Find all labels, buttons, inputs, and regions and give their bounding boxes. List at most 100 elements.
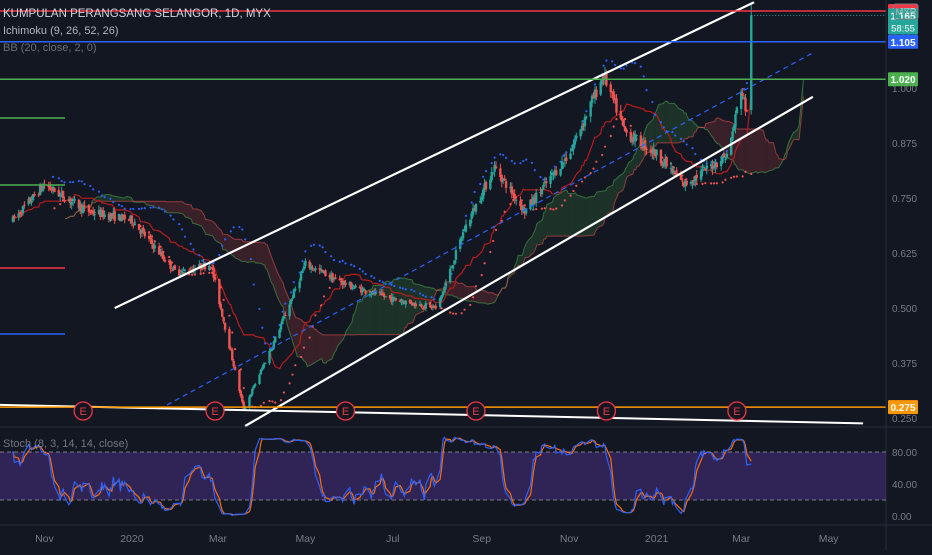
candle — [319, 264, 321, 274]
candle — [625, 128, 627, 136]
stoch-tick-label: 40.00 — [892, 480, 917, 491]
candle — [584, 114, 586, 131]
channel-lower-line — [245, 97, 813, 426]
time-tick-label: Sep — [472, 533, 491, 545]
channel-upper-line — [115, 2, 754, 308]
candle — [224, 323, 226, 333]
candle — [231, 348, 233, 362]
currency-label: MYR — [895, 7, 916, 18]
stoch-legend[interactable]: Stoch (8, 3, 14, 14, close) — [3, 437, 128, 451]
candle — [274, 336, 276, 343]
candle — [706, 160, 708, 174]
candle — [452, 265, 454, 271]
candle — [278, 328, 280, 338]
candle — [622, 119, 624, 127]
stoch-tick-label: 80.00 — [892, 448, 917, 459]
candle — [700, 166, 702, 182]
earnings-marker: E — [337, 402, 355, 420]
price-badge-label: 0.275 — [890, 403, 915, 414]
candle — [331, 273, 333, 281]
candle — [750, 2, 752, 114]
earnings-label: E — [79, 406, 86, 418]
candle — [612, 89, 614, 103]
candle — [70, 202, 72, 210]
symbol-title: KUMPULAN PERANGSANG SELANGOR, 1D, MYX — [3, 7, 271, 21]
candle — [532, 195, 534, 211]
candle — [62, 191, 64, 200]
candle — [363, 287, 365, 290]
price-tick-label: 0.625 — [892, 249, 917, 260]
candle — [218, 279, 220, 307]
earnings-label: E — [211, 406, 218, 418]
candle — [228, 327, 230, 350]
earnings-label: E — [603, 406, 610, 418]
candle — [565, 153, 567, 164]
candle — [615, 94, 617, 115]
candle — [88, 204, 90, 216]
earnings-label: E — [733, 406, 740, 418]
candle — [491, 167, 493, 182]
ichimoku-legend[interactable]: Ichimoku (9, 26, 52, 26) — [3, 24, 119, 38]
candle — [59, 193, 61, 202]
candle — [746, 110, 748, 112]
price-tick-label: 0.250 — [892, 414, 917, 425]
price-badge-label: 1.020 — [890, 75, 915, 86]
candle — [716, 162, 718, 169]
candle — [443, 287, 445, 293]
earnings-marker: E — [597, 402, 615, 420]
candle — [124, 212, 126, 224]
earnings-marker: E — [74, 402, 92, 420]
candle — [221, 308, 223, 317]
price-badge-label: 1.105 — [890, 38, 915, 49]
candle — [485, 180, 487, 192]
level-badge-0.275: 0.275 — [888, 400, 918, 414]
bollinger-legend[interactable]: BB (20, close, 2, 0) — [3, 41, 97, 55]
candle — [610, 82, 612, 98]
candle — [730, 137, 732, 156]
candle — [102, 207, 104, 220]
earnings-marker: E — [467, 402, 485, 420]
price-tick-label: 0.500 — [892, 304, 917, 315]
candle — [589, 101, 591, 123]
candle — [260, 369, 262, 375]
candle — [559, 169, 561, 177]
level-badge-1.105: 1.105 — [888, 35, 918, 49]
candle — [82, 202, 84, 213]
earnings-marker: E — [728, 402, 746, 420]
candle — [542, 182, 544, 189]
candle — [744, 94, 746, 116]
candle — [435, 303, 437, 309]
candle — [324, 269, 326, 276]
candle — [535, 189, 537, 207]
candle — [575, 133, 577, 142]
price-tick-label: 0.875 — [892, 139, 917, 150]
time-tick-label: Mar — [209, 533, 228, 545]
candle — [250, 394, 252, 397]
candle — [555, 166, 557, 175]
candle — [453, 260, 455, 265]
candle — [505, 179, 507, 194]
candle — [334, 274, 336, 278]
candle — [298, 279, 300, 293]
candle — [655, 149, 657, 160]
currency-badge: MYR — [894, 4, 918, 19]
time-tick-label: 2020 — [120, 533, 144, 545]
candle — [148, 233, 150, 242]
candle — [465, 220, 467, 233]
candle — [475, 203, 477, 214]
time-tick-label: Mar — [732, 533, 751, 545]
candle — [154, 241, 156, 252]
time-tick-label: Jul — [386, 533, 399, 545]
candle — [258, 373, 260, 384]
candle — [469, 219, 471, 228]
candle — [515, 199, 517, 205]
candle — [541, 189, 543, 197]
time-tick-label: May — [819, 533, 840, 545]
candle — [264, 362, 266, 364]
candle — [42, 183, 44, 192]
candle — [665, 156, 667, 169]
earnings-marker: E — [206, 402, 224, 420]
